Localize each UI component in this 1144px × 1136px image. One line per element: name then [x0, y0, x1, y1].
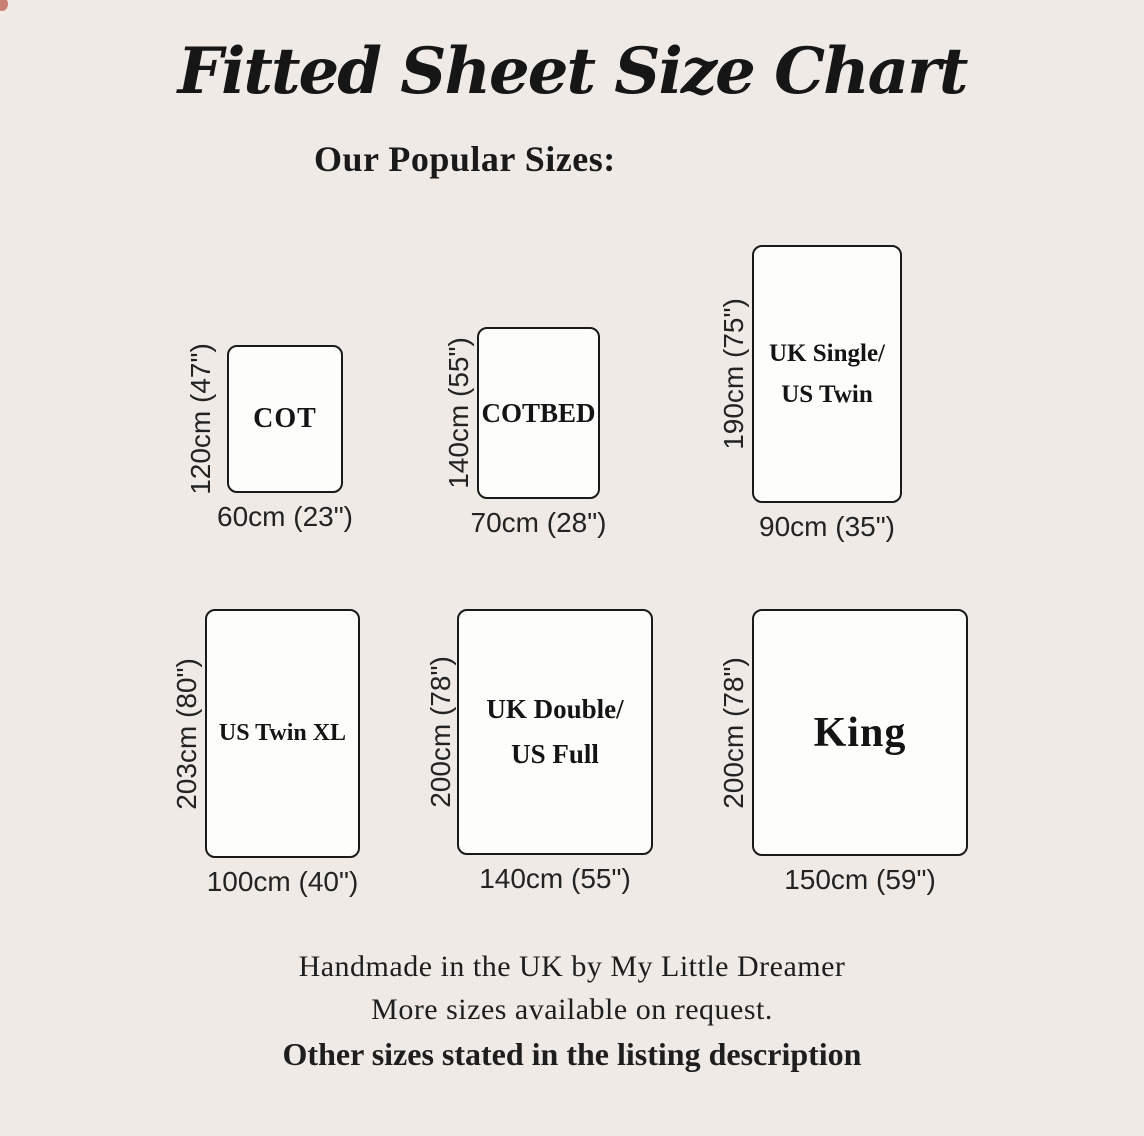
page-title: Fitted Sheet Size Chart: [177, 34, 969, 109]
sheet-size-name: US Twin XL: [218, 720, 347, 746]
width-dimension-label: 100cm (40"): [206, 866, 359, 897]
height-dimension-label: 190cm (75"): [718, 298, 749, 450]
footer-handmade-text: Handmade in the UK by My Little Dreamer: [298, 950, 846, 983]
sheet-size-name: COT: [253, 403, 317, 434]
height-dimension-label: 203cm (80"): [171, 657, 202, 810]
width-dimension-label: 70cm (28"): [470, 507, 607, 538]
height-dimension-label: 140cm (55"): [443, 337, 474, 489]
size-card-uk-single-us-twin: 190cm (75") UK Single/ US Twin 90cm (35"…: [718, 245, 902, 542]
size-card-cotbed: 140cm (55") COTBED 70cm (28"): [443, 327, 606, 538]
height-dimension-label: 200cm (78"): [718, 656, 749, 809]
sheet-size-name: COTBED: [481, 397, 596, 428]
size-card-uk-double-us-full: 200cm (78") UK Double/ US Full 140cm (55…: [425, 609, 653, 894]
size-card-us-twin-xl: 203cm (80") US Twin XL 100cm (40"): [171, 609, 360, 897]
width-dimension-label: 90cm (35"): [759, 511, 895, 542]
width-dimension-label: 140cm (55"): [479, 863, 631, 894]
sheet-size-name: King: [813, 709, 907, 756]
sheet-rectangle: King: [752, 609, 968, 856]
width-dimension-label: 150cm (59"): [784, 864, 936, 895]
size-card-king: 200cm (78") King 150cm (59"): [718, 609, 968, 895]
width-dimension-label: 60cm (23"): [217, 501, 353, 532]
sheet-size-name: UK Single/ US Twin: [769, 339, 885, 408]
sheet-rectangle: US Twin XL: [205, 609, 360, 858]
footer-more-sizes-text: More sizes available on request.: [371, 993, 773, 1026]
sheet-rectangle: UK Double/ US Full: [457, 609, 653, 855]
height-dimension-label: 120cm (47"): [185, 343, 216, 495]
sheet-rectangle: UK Single/ US Twin: [752, 245, 902, 503]
corner-red-artifact: [0, 0, 8, 11]
sheet-rectangle: COT: [227, 345, 343, 493]
footer-other-sizes-text: Other sizes stated in the listing descri…: [282, 1036, 862, 1072]
sheet-rectangle: COTBED: [477, 327, 600, 499]
page-subtitle: Our Popular Sizes:: [314, 139, 616, 179]
height-dimension-label: 200cm (78"): [425, 656, 456, 808]
size-card-cot: 120cm (47") COT 60cm (23"): [185, 343, 353, 532]
sheet-size-name: UK Double/ US Full: [486, 694, 624, 769]
